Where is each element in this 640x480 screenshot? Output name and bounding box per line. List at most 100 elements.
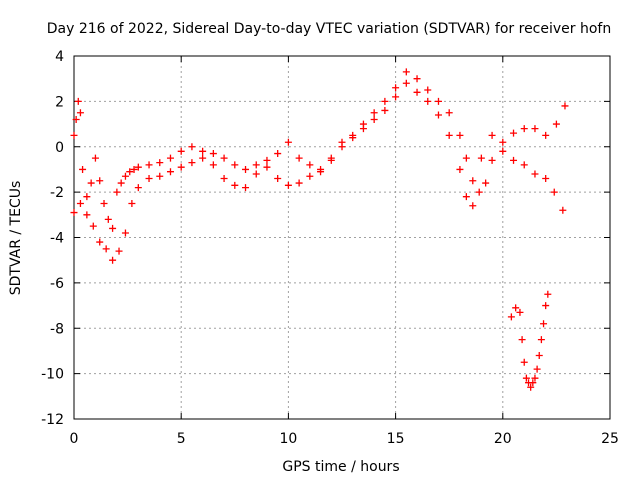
- data-point: [76, 109, 84, 117]
- data-point: [72, 116, 80, 124]
- data-point: [327, 156, 335, 164]
- data-point: [188, 143, 196, 151]
- data-point: [166, 168, 174, 176]
- data-point: [295, 179, 303, 187]
- data-point: [522, 374, 530, 382]
- data-points: [70, 68, 569, 391]
- data-point: [263, 156, 271, 164]
- data-point: [338, 143, 346, 151]
- x-tick-label: 20: [494, 431, 512, 447]
- grid: [74, 56, 610, 419]
- series-main-track-upper: [70, 68, 569, 232]
- data-point: [104, 215, 112, 223]
- y-tick-labels: 4 2 0 -2 -4 -6 -8 -10 -12: [41, 49, 64, 428]
- data-point: [87, 179, 95, 187]
- data-point: [550, 188, 558, 196]
- data-point: [413, 88, 421, 96]
- data-point: [520, 125, 528, 133]
- data-point: [402, 68, 410, 76]
- data-point: [531, 374, 539, 382]
- data-point: [527, 383, 535, 391]
- x-tick-label: 0: [70, 431, 79, 447]
- data-point: [413, 75, 421, 83]
- y-tick-label: 4: [55, 49, 64, 65]
- data-point: [145, 175, 153, 183]
- data-point: [242, 165, 250, 173]
- data-point: [512, 304, 520, 312]
- data-point: [134, 163, 142, 171]
- x-tick-label: 25: [601, 431, 619, 447]
- data-point: [488, 131, 496, 139]
- data-point: [284, 181, 292, 189]
- data-point: [434, 111, 442, 119]
- data-point: [79, 165, 87, 173]
- data-point: [89, 222, 97, 230]
- data-point: [370, 109, 378, 117]
- data-point: [456, 131, 464, 139]
- axis-ticks: [73, 55, 611, 420]
- data-point: [134, 184, 142, 192]
- data-point: [475, 188, 483, 196]
- data-point: [456, 165, 464, 173]
- data-point: [295, 154, 303, 162]
- data-point: [306, 172, 314, 180]
- data-point: [102, 245, 110, 253]
- data-point: [209, 150, 217, 158]
- data-point: [392, 84, 400, 92]
- y-tick-label: -2: [50, 185, 64, 201]
- y-axis-label: SDTVAR / TECUs: [8, 181, 24, 296]
- data-point: [469, 202, 477, 210]
- data-point: [220, 154, 228, 162]
- data-point: [70, 209, 78, 217]
- data-point: [370, 116, 378, 124]
- data-point: [113, 188, 121, 196]
- data-point: [83, 193, 91, 201]
- data-point: [402, 79, 410, 87]
- data-point: [552, 120, 560, 128]
- data-point: [126, 168, 134, 176]
- data-point: [274, 150, 282, 158]
- data-point: [263, 163, 271, 171]
- data-point: [424, 86, 432, 94]
- data-point: [529, 379, 537, 387]
- data-point: [177, 163, 185, 171]
- data-point: [477, 154, 485, 162]
- data-point: [445, 131, 453, 139]
- data-point: [531, 170, 539, 178]
- data-point: [91, 154, 99, 162]
- data-point: [520, 161, 528, 169]
- data-point: [349, 134, 357, 142]
- data-point: [516, 308, 524, 316]
- chart-title: Day 216 of 2022, Sidereal Day-to-day VTE…: [47, 21, 611, 37]
- series-isolated-dip: [507, 290, 552, 391]
- data-point: [199, 154, 207, 162]
- y-tick-label: -12: [41, 412, 64, 428]
- data-point: [117, 179, 125, 187]
- data-point: [115, 247, 123, 255]
- x-tick-label: 10: [279, 431, 297, 447]
- data-point: [231, 181, 239, 189]
- data-point: [177, 147, 185, 155]
- data-point: [499, 138, 507, 146]
- data-point: [540, 320, 548, 328]
- data-point: [535, 351, 543, 359]
- data-point: [145, 161, 153, 169]
- series-main-track-lower: [70, 79, 567, 264]
- data-point: [544, 290, 552, 298]
- data-point: [128, 199, 136, 207]
- data-point: [542, 131, 550, 139]
- x-axis-label: GPS time / hours: [282, 459, 399, 475]
- data-point: [488, 156, 496, 164]
- data-point: [109, 224, 117, 232]
- data-point: [518, 336, 526, 344]
- data-point: [531, 125, 539, 133]
- data-point: [510, 156, 518, 164]
- data-point: [510, 129, 518, 137]
- data-point: [96, 177, 104, 185]
- data-point: [188, 159, 196, 167]
- data-point: [424, 97, 432, 105]
- x-tick-label: 5: [177, 431, 186, 447]
- y-tick-label: -10: [41, 367, 64, 383]
- data-point: [469, 177, 477, 185]
- data-point: [220, 175, 228, 183]
